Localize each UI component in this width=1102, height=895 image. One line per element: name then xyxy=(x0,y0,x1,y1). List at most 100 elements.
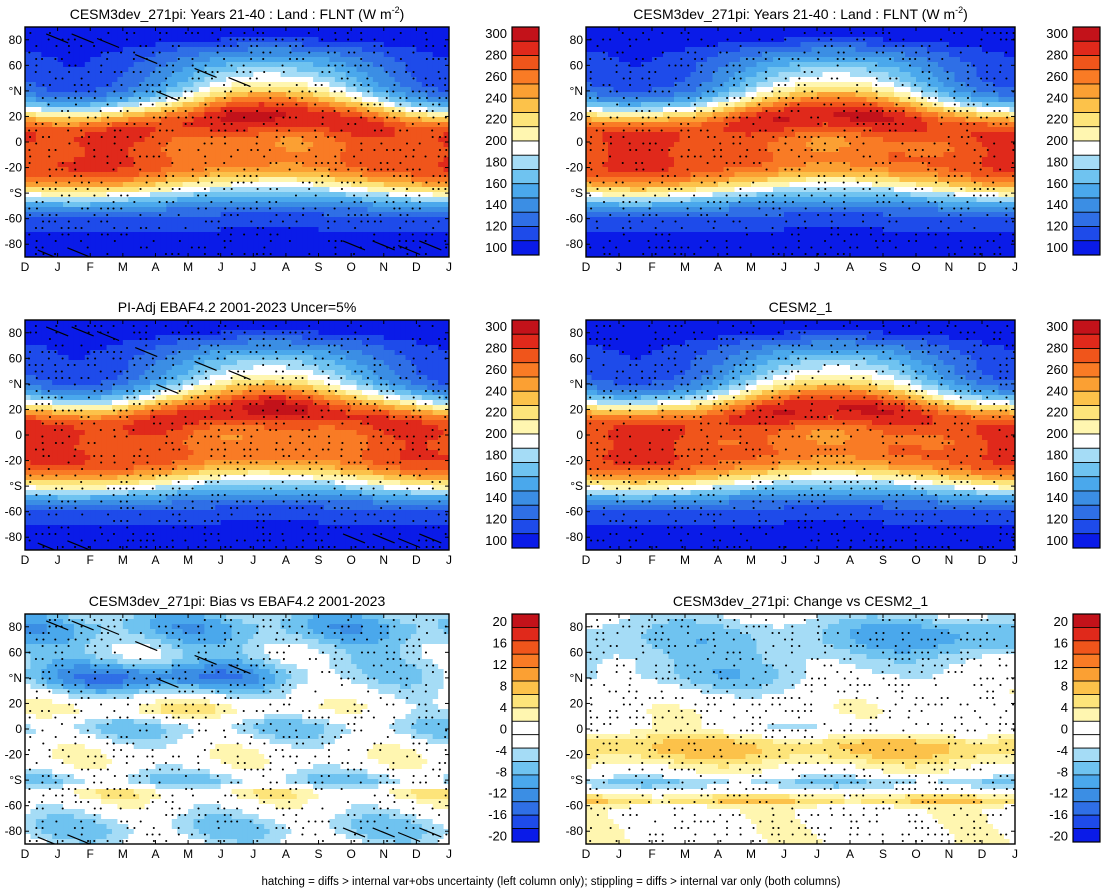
heatmap-cell xyxy=(998,32,1005,38)
heatmap-cell xyxy=(242,232,249,238)
stipple-dot xyxy=(380,129,383,132)
heatmap-cell xyxy=(166,247,173,253)
heatmap-cell xyxy=(237,57,244,63)
heatmap-cell xyxy=(198,92,205,98)
heatmap-cell xyxy=(41,207,48,213)
heatmap-cell xyxy=(193,162,200,168)
stipple-dot xyxy=(171,129,174,132)
heatmap-cell xyxy=(372,162,379,168)
heatmap-cell xyxy=(242,237,249,243)
heatmap-cell xyxy=(302,252,309,257)
heatmap-cell xyxy=(231,42,238,48)
heatmap-cell xyxy=(264,182,271,188)
stipple-dot xyxy=(327,226,330,230)
heatmap-cell xyxy=(209,182,216,188)
heatmap-cell xyxy=(231,152,238,158)
heatmap-cell xyxy=(389,167,396,173)
stipple-dot xyxy=(367,109,370,113)
heatmap-cell xyxy=(307,137,314,143)
heatmap-cell xyxy=(258,252,265,257)
heatmap-cell xyxy=(242,127,249,133)
heatmap-cell xyxy=(226,172,233,178)
heatmap-cell xyxy=(101,187,108,193)
heatmap-cell xyxy=(264,252,271,257)
heatmap-cell xyxy=(68,112,75,118)
heatmap-cell xyxy=(427,72,434,78)
heatmap-cell xyxy=(307,97,314,103)
stipple-dot xyxy=(217,174,220,178)
heatmap-cell xyxy=(378,192,385,198)
stipple-dot xyxy=(41,96,44,100)
heatmap-cell xyxy=(111,32,119,38)
heatmap-cell xyxy=(960,27,967,33)
heatmap-cell xyxy=(971,32,978,38)
heatmap-cell xyxy=(35,52,42,58)
heatmap-cell xyxy=(432,102,439,108)
heatmap-cell xyxy=(106,32,113,38)
heatmap-cell xyxy=(987,52,994,58)
heatmap-cell xyxy=(30,27,37,33)
heatmap-cell xyxy=(198,242,205,248)
heatmap-cell xyxy=(220,232,227,238)
heatmap-cell xyxy=(362,167,369,173)
heatmap-cell xyxy=(177,212,184,218)
heatmap-cell xyxy=(778,57,785,63)
heatmap-cell xyxy=(421,57,428,63)
heatmap-cell xyxy=(155,142,162,148)
heatmap-cell xyxy=(405,177,412,183)
heatmap-cell xyxy=(356,192,363,198)
heatmap-cell xyxy=(247,47,254,53)
heatmap-cell xyxy=(215,137,222,143)
heatmap-cell xyxy=(193,122,200,128)
stipple-dot xyxy=(385,70,388,74)
heatmap-cell xyxy=(111,87,119,93)
heatmap-cell xyxy=(356,122,363,128)
heatmap-cell xyxy=(367,242,374,248)
heatmap-cell xyxy=(171,122,178,128)
heatmap-cell xyxy=(79,247,86,253)
heatmap-cell xyxy=(285,77,292,83)
stipple-dot xyxy=(262,252,265,256)
heatmap-cell xyxy=(762,47,769,53)
heatmap-cell xyxy=(155,57,162,63)
heatmap-cell xyxy=(220,207,227,213)
heatmap-cell xyxy=(188,137,195,143)
stipple-dot xyxy=(425,96,428,100)
heatmap-cell xyxy=(751,47,758,53)
heatmap-cell xyxy=(389,217,396,223)
stipple-dot xyxy=(256,226,259,230)
heatmap-cell xyxy=(106,97,113,103)
stipple-dot xyxy=(177,57,180,61)
heatmap-cell xyxy=(340,202,347,208)
heatmap-cell xyxy=(394,157,401,163)
heatmap-cell xyxy=(46,67,53,73)
heatmap-cell xyxy=(269,137,276,143)
stipple-dot xyxy=(424,31,427,35)
heatmap-cell xyxy=(25,57,32,63)
heatmap-cell xyxy=(745,32,752,38)
stipple-dot xyxy=(54,122,57,126)
stipple-dot xyxy=(177,252,180,256)
heatmap-cell xyxy=(84,137,91,143)
heatmap-cell xyxy=(264,242,271,248)
heatmap-cell xyxy=(313,167,320,173)
heatmap-cell xyxy=(84,77,91,83)
heatmap-cell xyxy=(307,32,314,38)
heatmap-cell xyxy=(318,97,325,103)
heatmap-cell xyxy=(68,97,75,103)
heatmap-cell xyxy=(410,27,417,33)
heatmap-cell xyxy=(318,27,325,33)
stipple-dot xyxy=(164,109,167,113)
heatmap-cell xyxy=(177,92,184,98)
heatmap-cell xyxy=(193,87,200,93)
heatmap-cell xyxy=(432,177,439,183)
heatmap-cell xyxy=(351,42,358,48)
stipple-dot xyxy=(412,70,415,74)
heatmap-cell xyxy=(378,57,385,63)
heatmap-cell xyxy=(318,177,325,183)
heatmap-cell xyxy=(389,37,396,43)
heatmap-cell xyxy=(921,27,928,33)
heatmap-cell xyxy=(133,172,140,178)
stipple-dot xyxy=(94,116,97,119)
heatmap-cell xyxy=(171,252,178,257)
